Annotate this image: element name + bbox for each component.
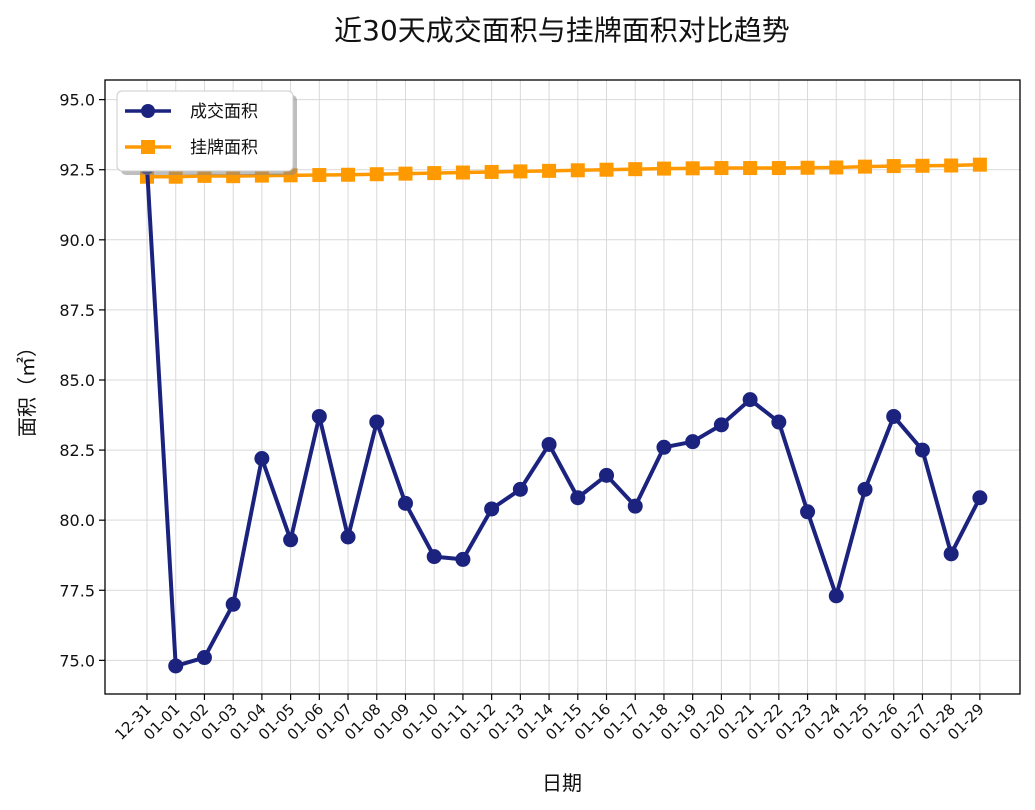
y-axis-label: 面积（㎡）: [15, 337, 39, 437]
y-tick-label: 77.5: [59, 581, 95, 600]
listing-point: [599, 162, 614, 177]
y-tick-label: 90.0: [59, 231, 95, 250]
deal-point: [857, 481, 873, 497]
deal-point: [914, 442, 930, 458]
listing-point: [829, 160, 844, 175]
listing-point: [915, 158, 930, 173]
deal-point: [455, 551, 471, 567]
deal-point: [225, 596, 241, 612]
listing-point: [886, 159, 901, 174]
deal-point: [168, 658, 184, 674]
listing-point: [398, 166, 413, 181]
deal-point: [397, 495, 413, 511]
deal-point: [512, 481, 528, 497]
listing-point: [628, 162, 643, 177]
deal-point: [800, 504, 816, 520]
deal-point: [340, 529, 356, 545]
legend-marker-deal: [141, 104, 155, 118]
legend-marker-listing: [141, 140, 155, 154]
listing-point: [944, 158, 959, 173]
deal-point: [254, 450, 270, 466]
deal-point: [972, 490, 988, 506]
chart-title: 近30天成交面积与挂牌面积对比趋势: [334, 14, 790, 47]
deal-point: [484, 501, 500, 517]
y-tick-label: 82.5: [59, 441, 95, 460]
y-tick-label: 87.5: [59, 301, 95, 320]
y-tick-label: 95.0: [59, 91, 95, 110]
deal-point: [943, 546, 959, 562]
deal-point: [369, 414, 385, 430]
listing-point: [542, 163, 557, 178]
listing-point: [714, 161, 729, 176]
deal-point: [742, 392, 758, 408]
series-line-deal: [145, 166, 982, 668]
listing-point: [455, 165, 470, 180]
listing-point: [341, 167, 356, 182]
deal-point: [283, 532, 299, 548]
listing-point: [427, 166, 442, 181]
plot-frame: [104, 79, 1021, 695]
deal-point: [426, 549, 442, 565]
listing-point: [743, 161, 758, 176]
x-axis-ticks: 12-3101-0101-0201-0301-0401-0501-0601-07…: [111, 694, 988, 744]
legend-label-listing: 挂牌面积: [190, 138, 258, 158]
y-tick-label: 80.0: [59, 511, 95, 530]
listing-point: [800, 160, 815, 175]
listing-point: [685, 161, 700, 176]
listing-point: [369, 167, 384, 182]
deal-point: [656, 439, 672, 455]
y-tick-label: 85.0: [59, 371, 95, 390]
legend-label-deal: 成交面积: [190, 102, 258, 122]
deal-point: [541, 436, 557, 452]
listing-point: [771, 161, 786, 176]
deal-point: [196, 650, 212, 666]
listing-point: [858, 159, 872, 174]
deal-point: [886, 408, 902, 424]
deal-point: [570, 490, 586, 506]
deal-point: [771, 414, 787, 430]
y-tick-label: 75.0: [59, 651, 95, 670]
y-tick-label: 92.5: [59, 161, 95, 180]
deal-point: [713, 417, 729, 433]
listing-point: [513, 164, 528, 179]
deal-point: [599, 467, 615, 483]
listing-point: [656, 161, 671, 176]
listing-point: [570, 163, 585, 178]
y-axis-ticks: 75.0 77.5 80.0 82.5 85.0 87.5 90.0 92.5 95.0: [59, 91, 105, 670]
listing-point: [312, 168, 327, 183]
x-axis-label: 日期: [542, 771, 582, 795]
listing-point: [972, 157, 987, 172]
deal-point: [311, 408, 327, 424]
legend: 成交面积 挂牌面积: [116, 90, 297, 175]
series-layer: [139, 157, 988, 674]
deal-point: [828, 588, 844, 604]
listing-point: [484, 164, 499, 179]
deal-point: [627, 498, 643, 514]
deal-point: [685, 434, 701, 450]
